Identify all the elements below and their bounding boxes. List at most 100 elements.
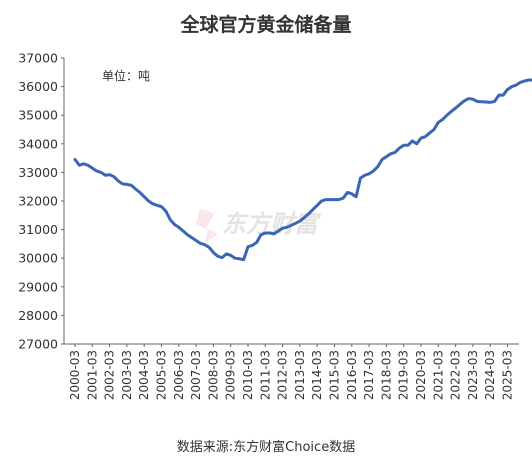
data-point xyxy=(139,191,141,194)
data-point xyxy=(134,188,137,190)
watermark-logo-icon xyxy=(196,208,218,244)
data-point xyxy=(100,171,102,173)
data-point xyxy=(269,232,271,234)
y-tick-label: 33000 xyxy=(18,165,58,180)
data-point xyxy=(502,94,504,96)
data-point xyxy=(519,81,522,83)
x-tick-label: 2005-03 xyxy=(155,350,169,400)
data-point xyxy=(290,224,292,226)
data-point xyxy=(217,255,219,257)
data-point xyxy=(351,193,353,195)
x-tick-label: 2025-03 xyxy=(501,350,515,400)
x-tick-label: 2020-03 xyxy=(414,350,428,400)
y-tick-label: 30000 xyxy=(18,251,58,266)
x-tick-label: 2011-03 xyxy=(258,350,272,400)
x-tick-label: 2017-03 xyxy=(362,350,376,400)
data-point xyxy=(459,103,461,105)
data-point xyxy=(493,100,496,103)
data-point xyxy=(83,163,85,165)
data-point xyxy=(420,137,422,139)
data-point xyxy=(169,218,171,221)
chart-title: 全球官方黄金储备量 xyxy=(179,13,351,36)
y-tick-label: 37000 xyxy=(18,51,58,66)
x-tick-label: 2009-03 xyxy=(224,350,238,400)
data-point xyxy=(316,204,318,206)
data-point xyxy=(247,246,249,248)
data-point xyxy=(320,200,323,202)
data-point xyxy=(342,197,344,199)
data-point xyxy=(299,220,301,222)
data-point xyxy=(524,80,526,82)
data-point xyxy=(186,234,189,236)
data-point xyxy=(403,144,405,146)
data-point xyxy=(130,184,132,186)
data-point xyxy=(195,239,197,242)
data-point xyxy=(273,233,275,235)
data-point xyxy=(489,101,491,103)
data-point xyxy=(109,174,111,176)
data-point xyxy=(126,183,128,186)
data-point xyxy=(238,258,240,260)
data-point xyxy=(143,196,145,198)
data-point xyxy=(165,210,167,212)
data-point xyxy=(91,167,93,169)
data-point xyxy=(528,79,530,81)
data-point xyxy=(368,173,370,175)
data-point xyxy=(156,204,158,206)
data-point xyxy=(173,223,176,226)
data-point xyxy=(256,241,258,244)
data-point xyxy=(251,244,253,246)
data-point xyxy=(515,84,517,86)
x-tick-label: 2023-03 xyxy=(466,350,480,400)
data-point xyxy=(450,110,452,113)
data-point xyxy=(121,183,124,185)
x-tick-label: 2015-03 xyxy=(328,350,342,400)
data-point xyxy=(463,100,465,102)
data-point xyxy=(117,180,119,182)
x-tick-label: 2022-03 xyxy=(449,350,463,400)
x-tick-label: 2008-03 xyxy=(206,350,220,400)
data-point xyxy=(467,98,470,100)
y-tick-label: 34000 xyxy=(18,136,58,151)
unit-label: 单位：吨 xyxy=(102,68,150,83)
data-point xyxy=(437,121,439,123)
x-tick-label: 2014-03 xyxy=(310,350,324,400)
data-point xyxy=(178,226,180,228)
data-point xyxy=(498,94,500,96)
data-point xyxy=(377,166,379,168)
data-point xyxy=(303,216,305,219)
data-point xyxy=(312,208,314,211)
data-point xyxy=(485,101,487,103)
data-point xyxy=(359,177,362,179)
data-point xyxy=(294,222,297,224)
data-point xyxy=(78,164,80,166)
data-point xyxy=(381,158,383,161)
data-point xyxy=(87,164,89,166)
data-point xyxy=(390,153,392,155)
data-point xyxy=(212,251,214,254)
y-tick-label: 32000 xyxy=(18,194,58,209)
x-tick-label: 2001-03 xyxy=(85,350,99,400)
y-tick-label: 36000 xyxy=(18,79,58,94)
x-tick-label: 2004-03 xyxy=(137,350,151,400)
data-point xyxy=(398,147,400,149)
data-point xyxy=(506,88,509,91)
data-point xyxy=(325,198,327,201)
y-axis-ticks: 27000 28000 29000 30000 31000 32000 33000 34000… xyxy=(18,51,64,352)
x-tick-label: 2021-03 xyxy=(431,350,445,400)
series-points xyxy=(74,79,530,261)
data-point xyxy=(472,98,474,100)
data-point xyxy=(372,170,375,172)
x-tick-label: 2013-03 xyxy=(293,350,307,400)
data-point xyxy=(230,254,232,256)
x-tick-label: 2002-03 xyxy=(103,350,117,400)
y-tick-label: 29000 xyxy=(18,279,58,294)
data-point xyxy=(234,257,236,259)
data-point xyxy=(199,242,202,244)
x-tick-label: 2016-03 xyxy=(345,350,359,400)
data-point xyxy=(307,213,310,215)
data-point xyxy=(96,170,98,172)
data-point xyxy=(455,107,457,109)
